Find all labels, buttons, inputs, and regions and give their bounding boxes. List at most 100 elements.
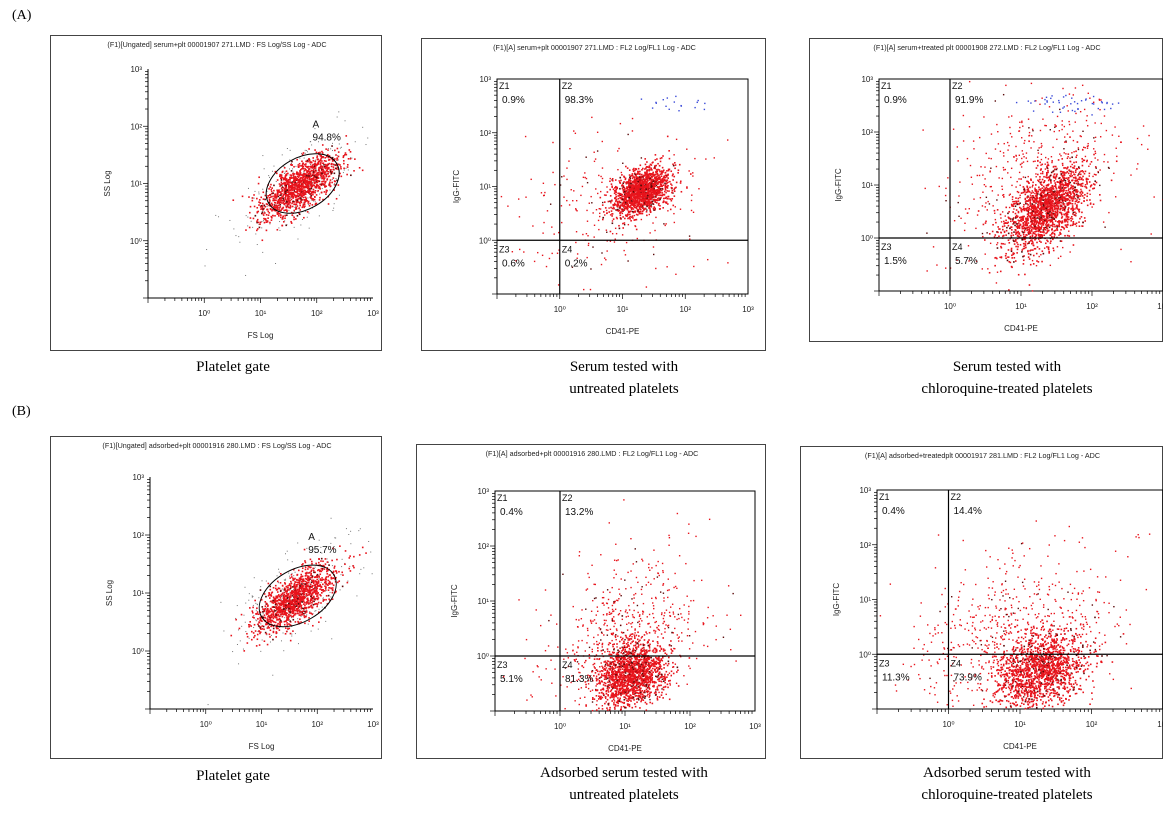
- event-dot: [300, 174, 303, 176]
- event-dot: [1063, 148, 1065, 150]
- event-dot: [662, 207, 665, 209]
- event-dot: [626, 192, 629, 194]
- event-dot: [275, 204, 278, 207]
- event-dot: [619, 194, 622, 197]
- event-dot: [342, 155, 345, 157]
- y-tick-label: 10¹: [861, 181, 873, 190]
- event-dot: [343, 169, 345, 171]
- event-dot: [633, 185, 636, 188]
- event-dot: [317, 189, 319, 192]
- event-dot: [1047, 191, 1049, 194]
- event-dot: [622, 208, 624, 211]
- event-dot: [1035, 167, 1038, 169]
- event-dot: [1022, 242, 1025, 245]
- event-dot: [289, 159, 291, 161]
- event-dot: [1062, 206, 1065, 209]
- event-dot: [985, 152, 987, 155]
- event-dot: [611, 232, 614, 235]
- y-tick-label: 10³: [130, 65, 142, 74]
- event-dot: [1021, 226, 1023, 228]
- event-dot: [1099, 194, 1101, 196]
- event-dot: [1044, 168, 1047, 170]
- event-dot: [597, 219, 600, 222]
- event-dot: [1035, 100, 1037, 102]
- event-dot: [285, 224, 288, 227]
- event-dot: [280, 194, 282, 196]
- event-dot: [1040, 205, 1043, 207]
- event-dot: [614, 238, 616, 240]
- event-dot: [611, 199, 613, 202]
- plot-frame: [878, 78, 1163, 292]
- event-dot: [270, 190, 273, 193]
- quadrant-percent: 98.3%: [565, 95, 593, 106]
- event-dot: [1023, 142, 1025, 144]
- event-dot: [570, 189, 572, 191]
- event-dot: [348, 149, 351, 151]
- event-dot: [1079, 135, 1081, 137]
- event-dot: [288, 186, 291, 189]
- event-dot: [312, 163, 314, 165]
- event-dot: [1037, 201, 1040, 203]
- event-dot: [659, 170, 661, 173]
- event-dot: [276, 228, 279, 231]
- event-dot: [629, 182, 632, 185]
- event-dot: [1055, 168, 1058, 171]
- event-dot: [631, 198, 633, 200]
- event-dot: [302, 193, 304, 195]
- event-dot: [289, 201, 291, 204]
- event-dot: [342, 172, 344, 174]
- event-dot: [1003, 155, 1005, 157]
- event-dot: [1018, 171, 1021, 174]
- event-dot: [606, 212, 608, 214]
- event-dot: [322, 156, 324, 158]
- event-dot: [328, 167, 330, 170]
- event-dot: [1007, 161, 1009, 163]
- event-dot: [1023, 247, 1026, 250]
- event-dot: [645, 167, 647, 169]
- event-dot: [643, 192, 646, 195]
- event-dot: [314, 160, 316, 163]
- event-dot: [1095, 181, 1098, 184]
- event-dot: [663, 176, 666, 179]
- event-dot: [652, 207, 655, 210]
- section-label-a: (A): [12, 8, 32, 23]
- event-dot: [1002, 166, 1005, 169]
- event-dot: [288, 192, 290, 195]
- event-dot: [317, 173, 319, 176]
- x-tick-label: 10⁰: [944, 302, 956, 311]
- event-dot: [1002, 194, 1004, 196]
- event-dot: [1038, 221, 1041, 224]
- event-dot: [1021, 251, 1023, 253]
- event-dot: [637, 211, 640, 213]
- event-dot: [936, 264, 938, 266]
- event-dot: [275, 199, 277, 202]
- event-dot: [247, 187, 249, 189]
- event-dot: [639, 188, 642, 191]
- event-dot: [1072, 195, 1075, 198]
- event-dot: [290, 220, 292, 223]
- event-dot: [669, 208, 672, 211]
- event-dot: [262, 208, 264, 210]
- event-dot: [367, 137, 369, 139]
- event-dot: [650, 178, 653, 181]
- event-dot: [1060, 180, 1063, 182]
- event-dot: [271, 208, 274, 211]
- event-dot: [967, 245, 970, 247]
- event-dot: [1082, 171, 1085, 173]
- event-dot: [1073, 182, 1075, 184]
- event-dot: [679, 208, 682, 210]
- event-dot: [261, 239, 264, 242]
- event-dot: [1033, 207, 1036, 210]
- event-dot: [1092, 175, 1094, 178]
- event-dot: [1069, 170, 1071, 172]
- event-dot: [641, 193, 643, 195]
- event-dot: [641, 205, 644, 207]
- event-dot: [1068, 230, 1070, 232]
- event-dot: [1086, 195, 1088, 198]
- event-dot: [311, 185, 314, 188]
- event-dot: [278, 189, 280, 191]
- event-dot: [619, 216, 622, 219]
- event-dot: [675, 181, 678, 184]
- event-dot: [1098, 99, 1101, 101]
- event-dot: [980, 166, 982, 168]
